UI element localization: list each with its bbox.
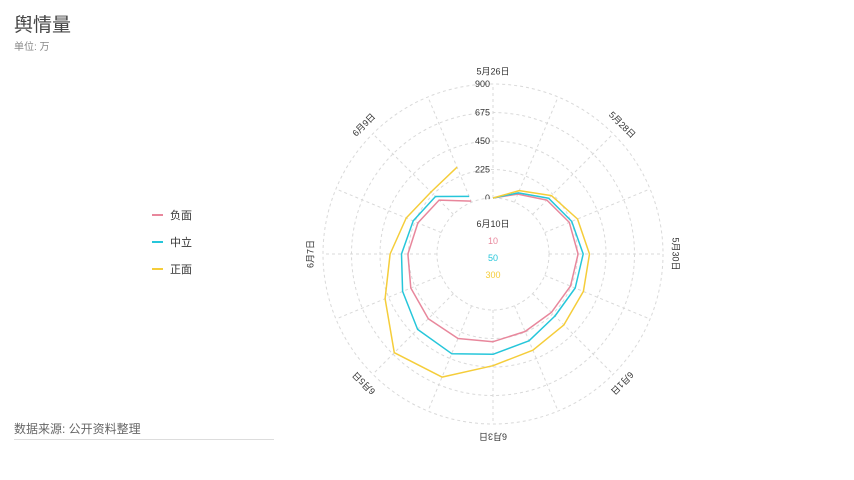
legend: 负面 中立 正面 bbox=[152, 201, 192, 282]
center-value-label: 10 bbox=[488, 236, 498, 246]
grid-spoke bbox=[372, 293, 454, 375]
inner-hole bbox=[438, 199, 548, 309]
grid-spoke bbox=[372, 133, 454, 215]
legend-item-negative[interactable]: 负面 bbox=[152, 201, 192, 228]
series-line-0 bbox=[407, 193, 579, 343]
grid-spoke bbox=[544, 188, 651, 234]
grid-spoke bbox=[544, 274, 651, 320]
angular-label: 5月26日 bbox=[476, 66, 509, 76]
angular-label: 6月1日 bbox=[609, 370, 636, 397]
center-category-label: 6月10日 bbox=[476, 219, 509, 229]
legend-label-positive: 正面 bbox=[170, 263, 192, 276]
chart-unit: 单位: 万 bbox=[14, 42, 50, 53]
radial-tick-label: 675 bbox=[475, 108, 490, 118]
center-value-label: 300 bbox=[485, 270, 500, 280]
grid-spoke bbox=[532, 293, 614, 375]
legend-swatch-positive bbox=[152, 267, 163, 270]
legend-label-negative: 负面 bbox=[170, 209, 192, 222]
grid-spoke bbox=[427, 96, 473, 203]
legend-swatch-negative bbox=[152, 213, 163, 216]
angular-label: 6月5日 bbox=[350, 370, 377, 397]
grid-spoke bbox=[513, 305, 559, 412]
grid-spoke bbox=[427, 305, 473, 412]
radial-tick-label: 0 bbox=[485, 193, 490, 203]
angular-label: 6月3日 bbox=[479, 432, 507, 442]
series-line-2 bbox=[384, 166, 591, 378]
radial-tick-label: 450 bbox=[475, 136, 490, 146]
angular-label: 6月7日 bbox=[305, 240, 315, 268]
grid-spoke bbox=[335, 274, 442, 320]
angular-label: 5月30日 bbox=[671, 237, 681, 270]
chart-title: 舆情量 bbox=[14, 15, 72, 36]
legend-item-neutral[interactable]: 中立 bbox=[152, 228, 192, 255]
grid-spoke bbox=[335, 188, 442, 234]
grid-spoke bbox=[532, 133, 614, 215]
legend-swatch-neutral bbox=[152, 240, 163, 243]
grid-circle bbox=[322, 83, 664, 425]
grid-spoke bbox=[513, 96, 559, 203]
data-source: 数据来源: 公开资料整理 bbox=[14, 420, 274, 440]
legend-label-neutral: 中立 bbox=[170, 236, 192, 249]
series-line-1 bbox=[400, 192, 584, 356]
radial-tick-label: 225 bbox=[475, 165, 490, 175]
radial-tick-label: 900 bbox=[475, 79, 490, 89]
center-value-label: 50 bbox=[488, 253, 498, 263]
legend-item-positive[interactable]: 正面 bbox=[152, 255, 192, 282]
